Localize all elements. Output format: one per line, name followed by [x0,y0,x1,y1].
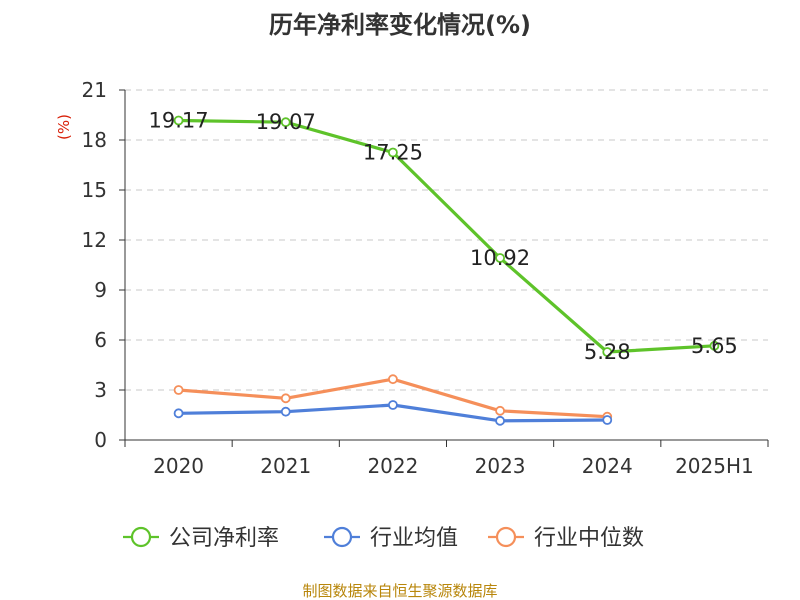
data-label: 5.28 [584,340,631,364]
data-point [495,415,505,426]
data-label: 10.92 [470,246,530,270]
data-label: 5.65 [691,334,738,358]
data-point [173,385,184,395]
legend: 公司净利率 行业均值 行业中位数 [123,526,644,551]
data-point [173,408,184,419]
y-tick-label: 9 [94,278,107,302]
x-tick-label: 2024 [582,454,633,478]
data-point [709,340,720,351]
data-point [495,405,505,416]
y-tick-label: 0 [94,428,107,452]
series-line [178,118,715,354]
grid-layer [125,89,768,391]
legend-marker [130,526,152,548]
legend-marker [331,526,353,548]
y-tick-label: 15 [82,178,107,202]
data-point [388,374,398,385]
y-tick-label: 21 [82,78,107,102]
series-layer [173,115,720,426]
source-note: 制图数据来自恒生聚源数据库 [302,582,497,600]
legend-marker [495,526,517,548]
data-label: 19.17 [149,109,209,133]
data-label: 17.25 [363,141,423,165]
data-point [388,147,398,158]
data-point [280,393,291,404]
legend-label: 行业中位数 [534,526,644,551]
data-point [602,415,613,425]
data-label: 19.07 [256,110,316,134]
axis-layer: 0 3 6 9 12 15 18 21 2020 2021 2022 2023 2024 2025H1 [82,78,769,478]
y-tick-label: 3 [94,378,107,402]
data-point [173,115,184,126]
legend-label: 行业均值 [370,526,458,551]
data-point [602,347,613,357]
data-point [280,406,291,417]
data-label-layer: 19.17 19.07 17.25 10.92 5.28 5.65 [149,109,738,365]
x-tick-label: 2022 [367,454,418,478]
data-point [388,400,398,410]
x-tick-label: 2020 [153,454,204,478]
y-tick-label: 12 [82,228,107,252]
data-point [280,117,291,128]
x-tick-label: 2021 [260,454,311,478]
chart-title: 历年净利率变化情况(%) [269,11,531,39]
y-tick-label: 6 [94,328,107,352]
data-point [495,253,505,263]
y-axis-label: (%) [55,114,73,140]
x-tick-label: 2025H1 [675,454,754,478]
x-tick-label: 2023 [475,454,526,478]
y-tick-label: 18 [82,128,107,152]
legend-label: 公司净利率 [169,526,279,551]
